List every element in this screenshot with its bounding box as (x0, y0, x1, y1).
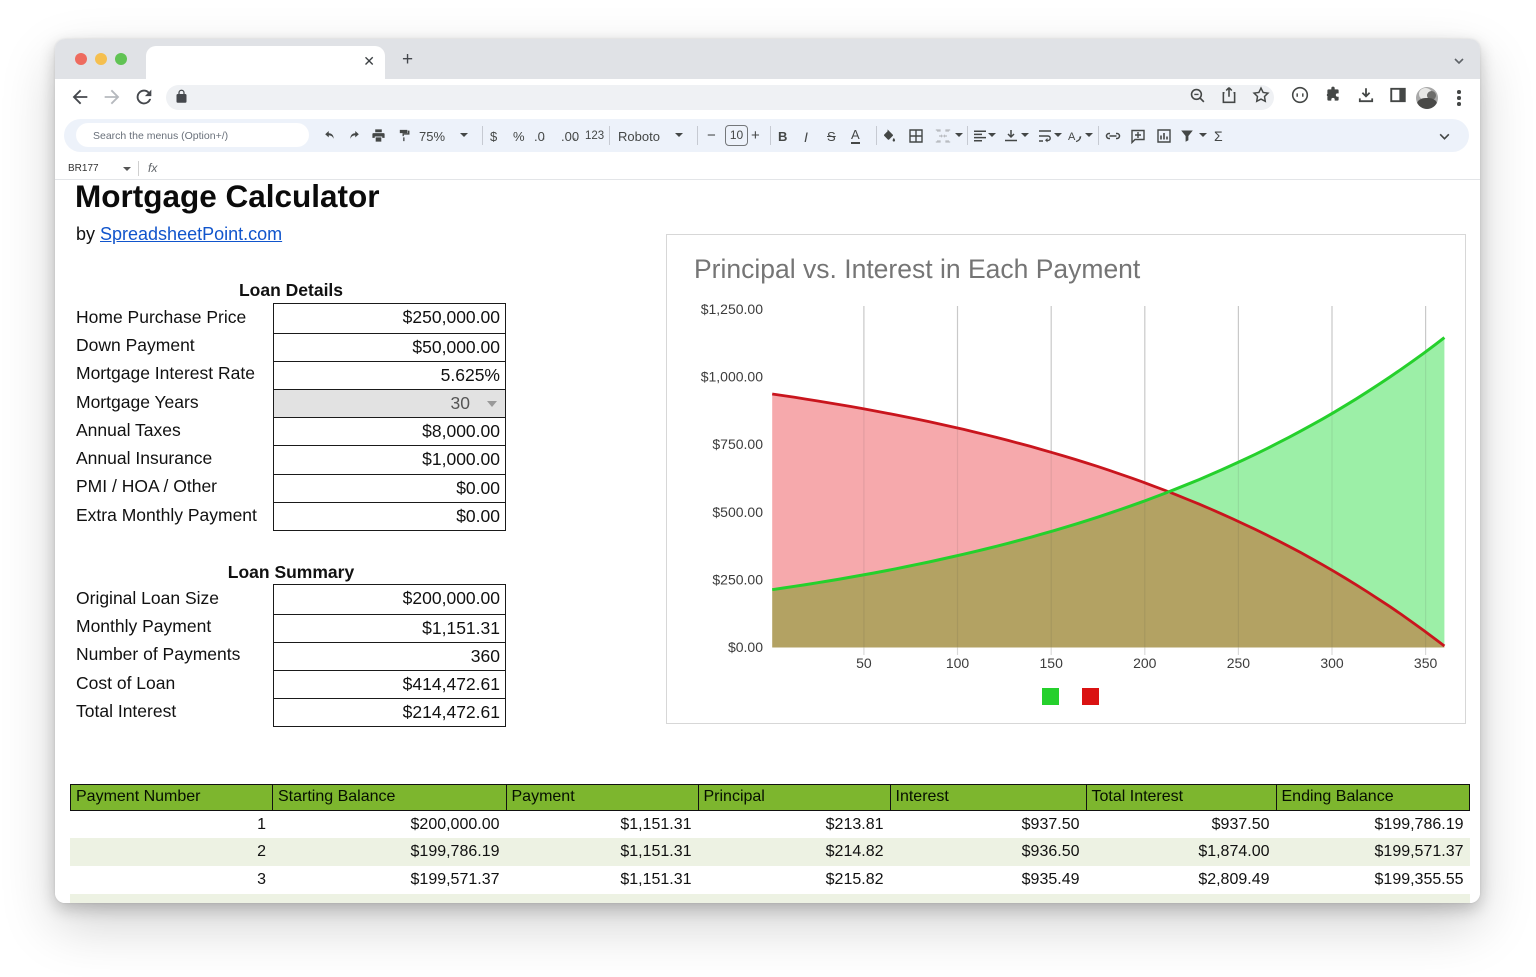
svg-text:150: 150 (1040, 655, 1064, 671)
svg-text:$500.00: $500.00 (712, 504, 763, 520)
svg-text:Principal vs. Interest in Each: Principal vs. Interest in Each Payment (694, 254, 1141, 284)
svg-text:$0.00: $0.00 (728, 639, 763, 655)
svg-text:50: 50 (856, 655, 872, 671)
svg-text:350: 350 (1414, 655, 1438, 671)
svg-text:200: 200 (1133, 655, 1157, 671)
svg-text:A: A (1068, 131, 1076, 143)
svg-text:300: 300 (1320, 655, 1344, 671)
svg-text:250: 250 (1227, 655, 1251, 671)
svg-text:100: 100 (946, 655, 970, 671)
svg-text:$1,250.00: $1,250.00 (701, 301, 763, 317)
svg-text:$250.00: $250.00 (712, 571, 763, 587)
svg-text:$1,000.00: $1,000.00 (701, 369, 763, 385)
svg-text:$750.00: $750.00 (712, 436, 763, 452)
